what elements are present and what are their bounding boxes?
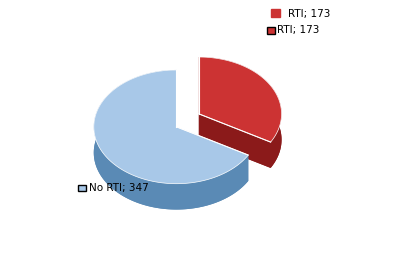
Polygon shape: [176, 127, 248, 181]
Polygon shape: [199, 57, 281, 168]
Text: RTI; 173: RTI; 173: [277, 25, 320, 35]
FancyBboxPatch shape: [267, 27, 275, 34]
Polygon shape: [94, 96, 248, 210]
Polygon shape: [94, 70, 248, 210]
Polygon shape: [199, 57, 281, 142]
FancyBboxPatch shape: [78, 185, 86, 191]
Polygon shape: [199, 114, 271, 168]
Polygon shape: [94, 70, 248, 184]
Text: No RTI; 347: No RTI; 347: [89, 183, 149, 193]
Legend: RTI; 173: RTI; 173: [271, 8, 332, 20]
Polygon shape: [199, 83, 281, 168]
